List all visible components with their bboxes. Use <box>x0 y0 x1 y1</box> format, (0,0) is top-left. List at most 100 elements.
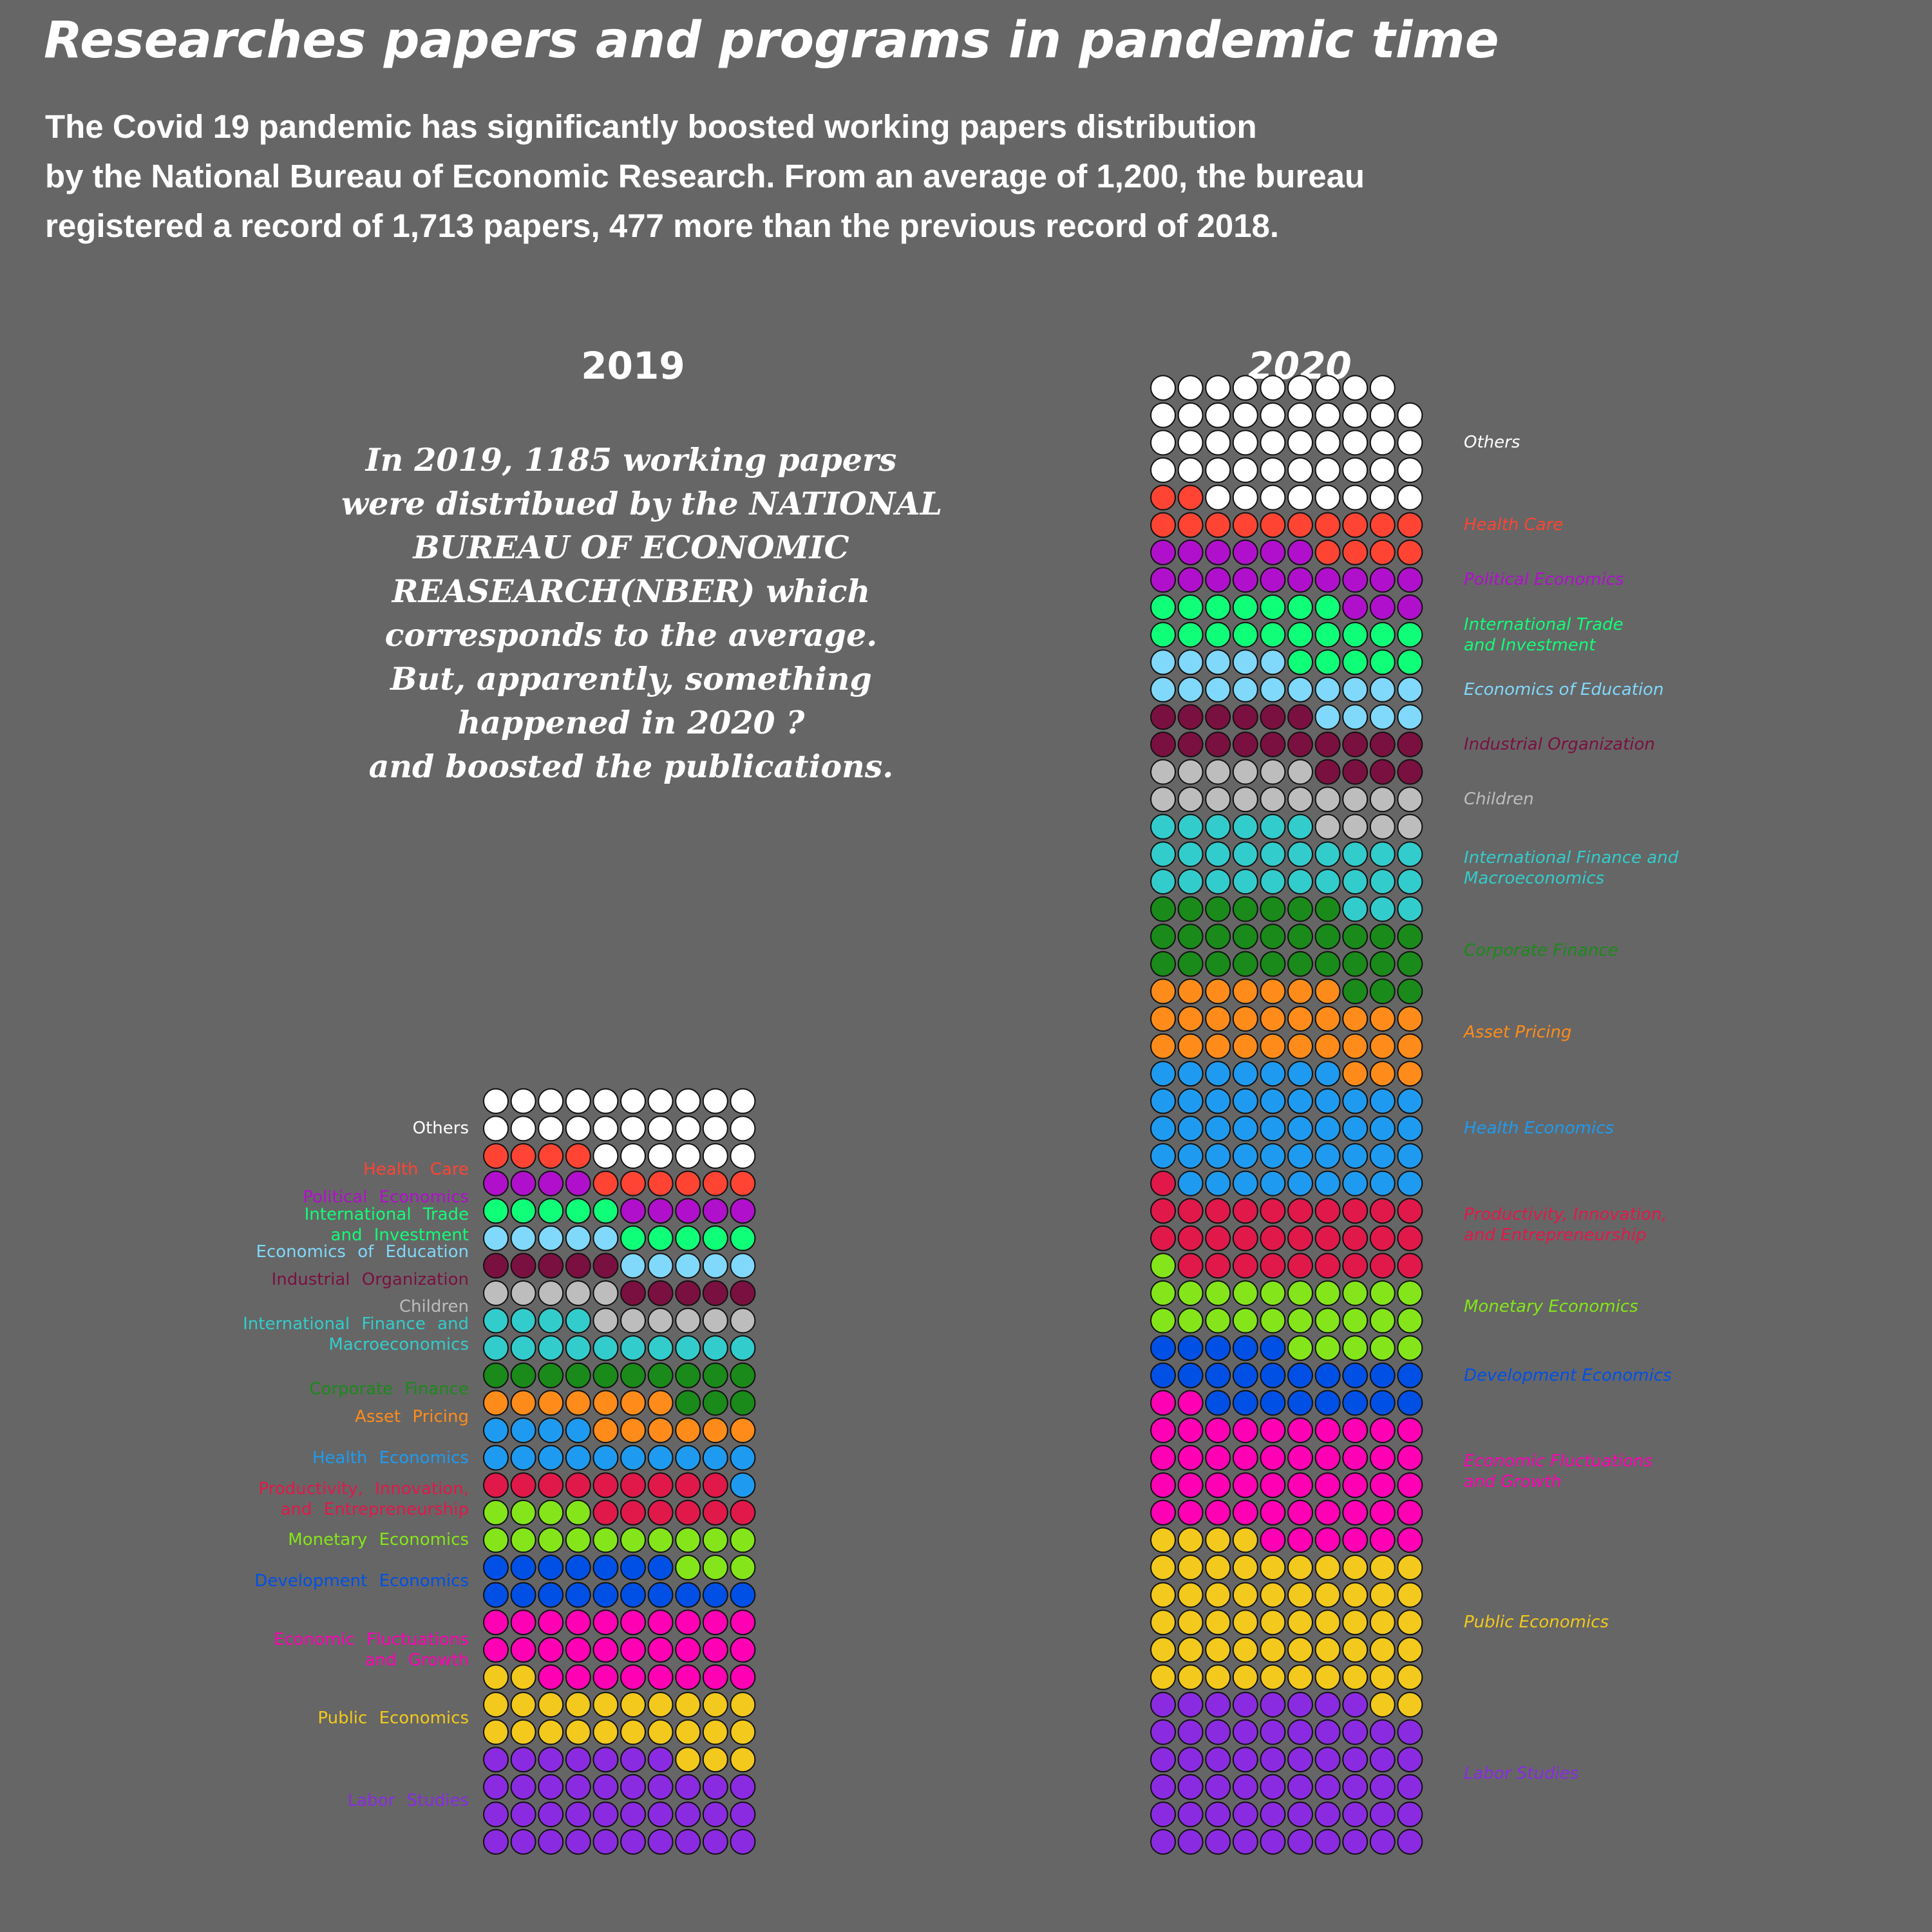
waffle-dot-2020-fluct <box>1287 1444 1313 1471</box>
waffle-dot-2020-children <box>1369 813 1396 840</box>
waffle-dot-2020-labor <box>1342 1774 1368 1800</box>
waffle-dot-2019-fluct <box>592 1636 619 1663</box>
waffle-dot-2020-fluct <box>1150 1444 1176 1471</box>
waffle-dot-2020-monetary <box>1369 1335 1396 1361</box>
waffle-dot-2020-labor <box>1177 1747 1204 1773</box>
waffle-dot-2019-labor <box>565 1774 591 1800</box>
waffle-dot-2019-asset <box>730 1417 756 1443</box>
waffle-dot-2019-public <box>647 1719 674 1745</box>
waffle-dot-2019-corp <box>620 1362 646 1388</box>
waffle-dot-2019-monetary <box>483 1527 509 1553</box>
waffle-dot-2020-labor <box>1369 1719 1396 1745</box>
waffle-dot-2020-indorg <box>1314 732 1341 757</box>
waffle-dot-2020-intfin <box>1342 841 1368 867</box>
waffle-dot-2019-public <box>730 1719 756 1745</box>
category-label-2020-others: Others <box>1464 433 1520 453</box>
waffle-dot-2020-others <box>1232 375 1258 401</box>
waffle-dot-2020-healthecon <box>1287 1115 1313 1142</box>
waffle-dot-2020-trade <box>1397 649 1423 676</box>
waffle-dot-2020-trade <box>1287 621 1313 648</box>
waffle-dot-2020-monetary <box>1232 1280 1258 1306</box>
waffle-dot-2019-public <box>565 1719 591 1745</box>
waffle-dot-2020-polecon <box>1260 539 1286 565</box>
waffle-dot-2020-intfin <box>1397 869 1423 895</box>
waffle-dot-2019-public <box>510 1719 536 1745</box>
waffle-dot-2020-healthecon <box>1205 1088 1231 1114</box>
waffle-dot-2019-asset <box>647 1417 674 1443</box>
waffle-dot-2020-healthecon <box>1260 1088 1286 1114</box>
waffle-dot-2019-labor <box>565 1801 591 1828</box>
waffle-dot-2020-labor <box>1397 1801 1423 1828</box>
waffle-dot-2020-public <box>1177 1609 1204 1636</box>
waffle-dot-2020-corp <box>1177 923 1204 950</box>
waffle-dot-2020-dev <box>1287 1390 1313 1416</box>
waffle-dot-2020-public <box>1287 1582 1313 1608</box>
waffle-dot-2020-others <box>1177 430 1204 456</box>
subtitle-line: registered a record of 1,713 papers, 477… <box>45 207 1280 244</box>
waffle-dot-2020-monetary <box>1177 1307 1204 1334</box>
waffle-dot-2020-fluct <box>1369 1444 1396 1471</box>
waffle-dot-2020-others <box>1369 402 1396 428</box>
waffle-dot-2020-labor <box>1232 1829 1258 1855</box>
waffle-dot-2020-fluct <box>1397 1472 1423 1499</box>
waffle-dot-2019-others <box>538 1088 564 1114</box>
waffle-dot-2020-labor <box>1232 1719 1258 1745</box>
waffle-dot-2019-indorg <box>730 1280 756 1306</box>
waffle-dot-2020-dev <box>1342 1390 1368 1416</box>
waffle-dot-2019-monetary <box>675 1527 701 1553</box>
waffle-dot-2019-healthecon <box>702 1444 728 1471</box>
waffle-dot-2020-others <box>1287 457 1313 483</box>
waffle-dot-2020-children <box>1260 759 1286 785</box>
waffle-dot-2020-labor <box>1205 1829 1231 1855</box>
waffle-dot-2020-intfin <box>1260 869 1286 895</box>
waffle-dot-2019-corp <box>675 1390 701 1416</box>
waffle-dot-2020-others <box>1397 457 1423 483</box>
waffle-dot-2019-healthecon <box>565 1417 591 1443</box>
waffle-dot-2020-fluct <box>1342 1417 1368 1443</box>
waffle-dot-2020-dev <box>1369 1390 1396 1416</box>
waffle-dot-2020-trade <box>1369 649 1396 676</box>
waffle-dot-2019-labor <box>592 1747 619 1773</box>
waffle-dot-2020-polecon <box>1205 567 1231 593</box>
waffle-dot-2020-dev <box>1177 1335 1204 1361</box>
waffle-dot-2020-monetary <box>1314 1307 1341 1334</box>
waffle-dot-2020-public <box>1205 1609 1231 1636</box>
waffle-dot-2019-labor <box>538 1829 564 1855</box>
waffle-dot-2019-others <box>675 1088 701 1114</box>
waffle-dot-2019-others <box>510 1115 536 1142</box>
waffle-dot-2020-fluct <box>1205 1499 1231 1526</box>
waffle-dot-2020-others <box>1342 375 1368 401</box>
waffle-dot-2019-healthcare <box>702 1170 728 1197</box>
waffle-dot-2020-others <box>1260 375 1286 401</box>
waffle-dot-2020-dev <box>1342 1362 1368 1388</box>
waffle-dot-2020-others <box>1260 484 1286 511</box>
waffle-dot-2020-prod <box>1287 1225 1313 1251</box>
waffle-dot-2020-monetary <box>1177 1280 1204 1306</box>
waffle-dot-2020-monetary <box>1287 1307 1313 1334</box>
waffle-dot-2020-public <box>1369 1692 1396 1718</box>
waffle-dot-2019-intfin <box>565 1335 591 1361</box>
waffle-dot-2019-monetary <box>510 1527 536 1553</box>
waffle-dot-2020-labor <box>1260 1801 1286 1828</box>
category-label-2019-monetary: Monetary Economics <box>288 1530 469 1550</box>
waffle-dot-2020-intfin <box>1205 841 1231 867</box>
waffle-dot-2020-fluct <box>1287 1527 1313 1553</box>
waffle-dot-2019-healthecon <box>675 1444 701 1471</box>
waffle-dot-2020-prod <box>1287 1198 1313 1224</box>
waffle-dot-2020-others <box>1287 430 1313 456</box>
waffle-dot-2019-dev <box>483 1582 509 1608</box>
waffle-dot-2019-edu <box>592 1225 619 1251</box>
waffle-dot-2020-healthecon <box>1287 1170 1313 1197</box>
category-label-2019-labor: Labor Studies <box>347 1791 469 1811</box>
waffle-dot-2020-intfin <box>1314 869 1341 895</box>
waffle-dot-2020-fluct <box>1150 1417 1176 1443</box>
waffle-dot-2020-edu <box>1205 649 1231 676</box>
waffle-dot-2020-fluct <box>1397 1417 1423 1443</box>
waffle-dot-2020-healthecon <box>1314 1115 1341 1142</box>
waffle-dot-2020-intfin <box>1150 813 1176 840</box>
waffle-dot-2020-edu <box>1260 649 1286 676</box>
waffle-dot-2019-healthecon <box>510 1417 536 1443</box>
waffle-dot-2020-healthcare <box>1150 484 1176 511</box>
waffle-dot-2020-dev <box>1232 1335 1258 1361</box>
waffle-dot-2019-intfin <box>702 1335 728 1361</box>
